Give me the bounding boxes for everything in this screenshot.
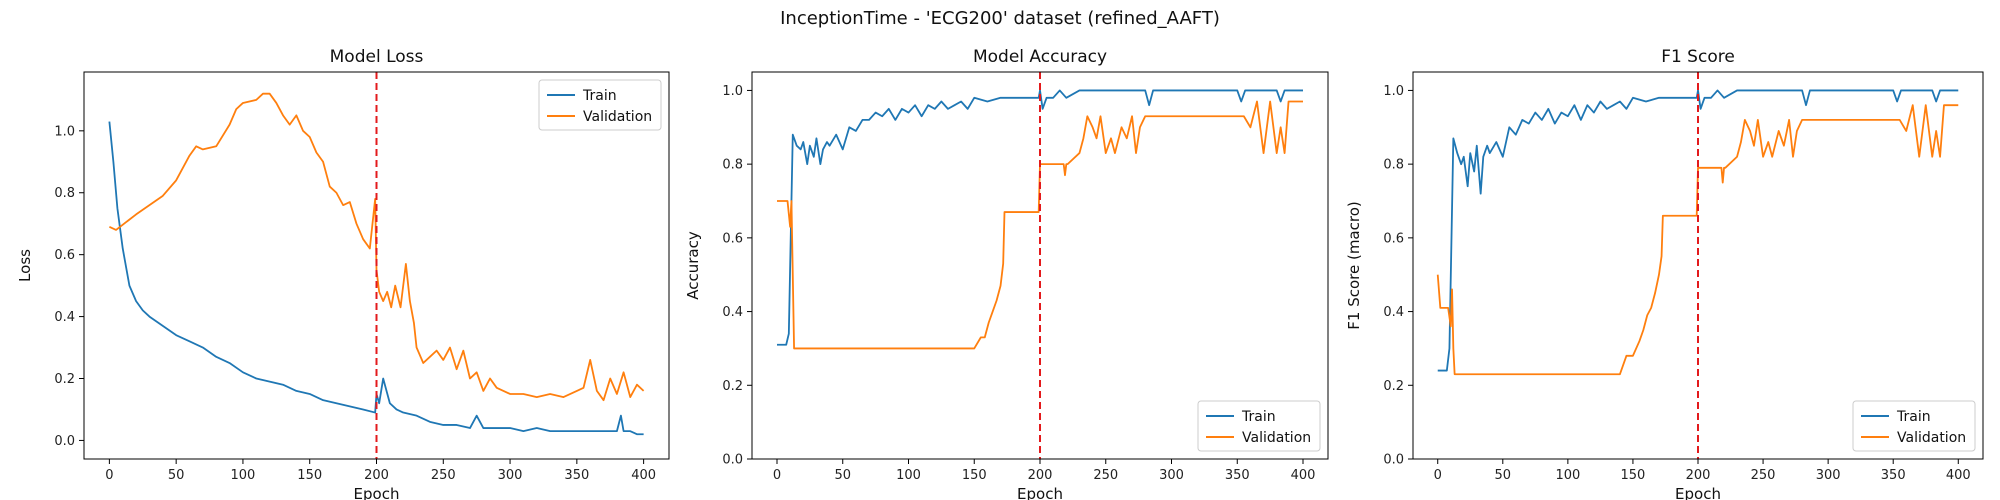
y-tick-label: 0.0 [54, 434, 75, 449]
legend-label: Train [1241, 409, 1276, 425]
x-tick-label: 50 [1495, 468, 1512, 483]
x-tick-label: 150 [1621, 468, 1646, 483]
figure-suptitle: InceptionTime - 'ECG200' dataset (refine… [780, 8, 1220, 29]
chart-panel-2: Model Accuracy 0 50 100 150 200 250 300 350 400 0.… [684, 47, 1329, 500]
panel-title: F1 Score [1661, 47, 1735, 67]
y-tick-label: 0.6 [722, 231, 743, 246]
y-tick-label: 0.0 [722, 453, 743, 468]
y-tick-label: 0.4 [54, 310, 75, 325]
x-axis-label: Epoch [1017, 485, 1063, 500]
y-tick-label: 0.8 [54, 186, 75, 201]
x-tick-label: 250 [1093, 468, 1118, 483]
x-tick-label: 0 [1434, 468, 1442, 483]
x-tick-label: 200 [1686, 468, 1711, 483]
x-tick-label: 50 [834, 468, 851, 483]
y-tick-label: 1.0 [1383, 84, 1404, 99]
x-tick-label: 300 [1159, 468, 1184, 483]
x-tick-label: 250 [431, 468, 456, 483]
chart-panel-3: F1 Score 0 50 100 150 200 250 300 350 400 0.0 0.2 0.… [1345, 47, 1984, 500]
legend-box [1197, 400, 1321, 452]
x-axis-label: Epoch [1675, 485, 1721, 500]
y-tick-label: 0.6 [54, 248, 75, 263]
legend: Train Validation [1852, 400, 1976, 452]
panel-title: Model Loss [330, 47, 424, 67]
y-tick-label: 0.6 [1383, 231, 1404, 246]
chart-panel-1: Model Loss 0 50 100 150 200 250 300 350 400 0.0 0.2… [16, 47, 670, 500]
x-tick-label: 150 [297, 468, 322, 483]
x-tick-label: 50 [168, 468, 185, 483]
x-tick-label: 100 [1555, 468, 1580, 483]
x-tick-label: 100 [231, 468, 256, 483]
x-axis-label: Epoch [354, 485, 400, 500]
x-tick-label: 350 [564, 468, 589, 483]
y-tick-label: 0.4 [722, 305, 743, 320]
x-tick-label: 200 [1028, 468, 1053, 483]
axes-frame [83, 71, 670, 460]
x-tick-label: 300 [1816, 468, 1841, 483]
x-tick-label: 250 [1751, 468, 1776, 483]
x-tick-label: 200 [364, 468, 389, 483]
legend-label: Train [1896, 409, 1931, 425]
y-tick-label: 0.2 [54, 372, 75, 387]
y-axis-label: Loss [16, 249, 34, 282]
legend-box [538, 79, 662, 131]
y-tick-label: 0.8 [1383, 158, 1404, 173]
series-line-train [108, 121, 644, 436]
y-tick-label: 0.2 [1383, 379, 1404, 394]
panels: Model Loss 0 50 100 150 200 250 300 350 400 0.0 0.2… [16, 47, 1984, 500]
legend-box [1852, 400, 1976, 452]
y-tick-label: 1.0 [722, 84, 743, 99]
y-tick-label: 0.0 [1383, 453, 1404, 468]
legend: Train Validation [1197, 400, 1321, 452]
y-tick-label: 0.8 [722, 158, 743, 173]
y-tick-label: 1.0 [54, 124, 75, 139]
series-line-validation [1436, 104, 1959, 376]
legend-label: Validation [1242, 430, 1311, 446]
x-tick-label: 400 [1946, 468, 1971, 483]
y-tick-label: 0.4 [1383, 305, 1404, 320]
legend-label: Train [582, 88, 617, 104]
x-tick-label: 350 [1881, 468, 1906, 483]
legend-label: Validation [583, 109, 652, 125]
x-tick-label: 400 [631, 468, 656, 483]
axes-frame [1412, 71, 1984, 460]
series-line-validation [109, 92, 645, 402]
y-tick-label: 0.2 [722, 379, 743, 394]
x-tick-label: 0 [773, 468, 781, 483]
y-axis-label: F1 Score (macro) [1345, 201, 1363, 330]
series-line-train [776, 89, 1304, 346]
x-tick-label: 400 [1291, 468, 1316, 483]
legend: Train Validation [538, 79, 662, 131]
y-axis-label: Accuracy [684, 231, 702, 300]
x-tick-label: 350 [1225, 468, 1250, 483]
x-tick-label: 100 [896, 468, 921, 483]
legend-label: Validation [1897, 430, 1966, 446]
series-line-train [1437, 89, 1959, 372]
series-line-validation [776, 100, 1304, 350]
panel-title: Model Accuracy [973, 47, 1107, 67]
x-tick-label: 0 [105, 468, 113, 483]
x-tick-label: 300 [498, 468, 523, 483]
x-tick-label: 150 [962, 468, 987, 483]
axes-frame [751, 71, 1329, 460]
